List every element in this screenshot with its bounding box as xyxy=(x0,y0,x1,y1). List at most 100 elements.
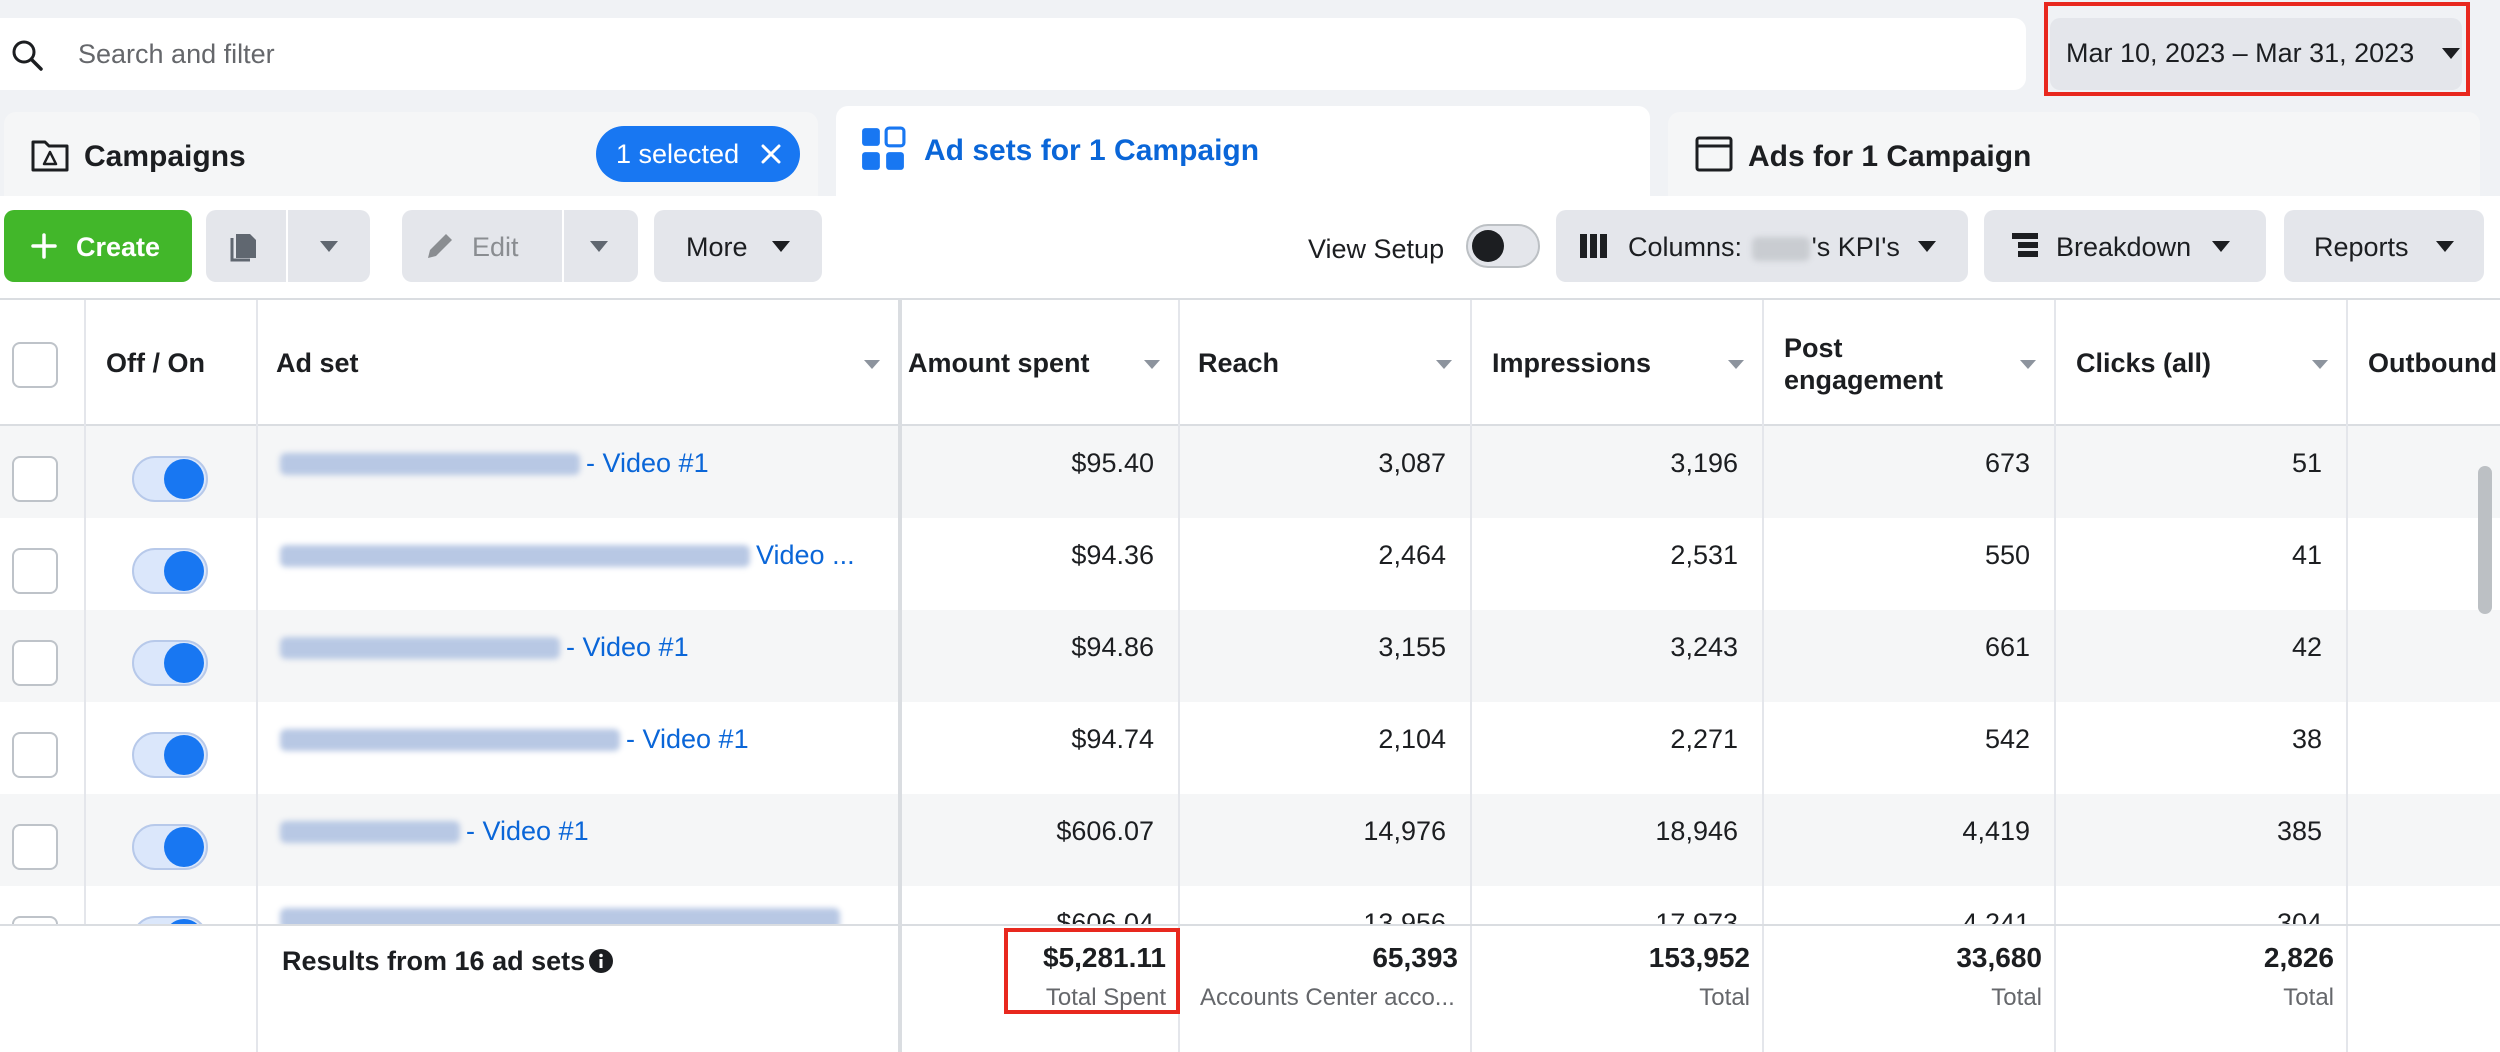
edit-button[interactable]: Edit xyxy=(402,210,638,282)
chevron-down-icon xyxy=(772,241,790,252)
post-engagement-value: 4,241 xyxy=(1962,908,2030,924)
row-impressions: 3,196 xyxy=(1472,426,1764,518)
table-row[interactable]: - Video #1 $95.40 3,087 3,196 673 51 xyxy=(0,426,2500,518)
row-clicks-all: 304 xyxy=(2056,886,2348,924)
header-amount-spent[interactable]: Amount spent xyxy=(902,300,1180,426)
tab-ad-sets-label: Ad sets for 1 Campaign xyxy=(924,134,1260,167)
ad-set-name-link[interactable]: - Video #1 xyxy=(280,448,709,479)
chevron-down-icon xyxy=(2212,241,2230,252)
button-divider xyxy=(286,210,288,282)
sort-icon[interactable] xyxy=(1144,360,1160,369)
ad-set-name-suffix: - Video #1 xyxy=(466,816,589,846)
ad-set-name-link[interactable]: - Video #1 xyxy=(280,816,589,847)
tab-campaigns[interactable]: Campaigns 1 selected xyxy=(4,112,818,202)
header-impressions[interactable]: Impressions xyxy=(1472,300,1764,426)
more-button[interactable]: More xyxy=(654,210,822,282)
header-ad-set[interactable]: Ad set xyxy=(258,300,902,426)
header-post-engagement[interactable]: Post engagement xyxy=(1764,300,2056,426)
chevron-down-icon[interactable] xyxy=(320,241,338,252)
reports-button-label: Reports xyxy=(2314,232,2409,262)
row-checkbox[interactable] xyxy=(12,456,58,502)
chevron-down-icon xyxy=(1918,241,1936,252)
post-engagement-value: 661 xyxy=(1984,632,2030,662)
create-button[interactable]: Create xyxy=(4,210,192,282)
reach-value: 3,155 xyxy=(1378,632,1446,662)
ad-set-on-off-toggle[interactable] xyxy=(132,456,208,502)
row-reach: 14,976 xyxy=(1180,794,1472,886)
window-icon xyxy=(1695,136,1733,172)
table-row[interactable]: $606.04 13,956 17,973 4,241 304 xyxy=(0,886,2500,924)
row-toggle-cell xyxy=(86,886,258,924)
row-post-engagement: 4,419 xyxy=(1764,794,2056,886)
toggle-knob xyxy=(164,551,204,591)
row-amount-spent: $94.86 xyxy=(902,610,1180,702)
sort-icon[interactable] xyxy=(1436,360,1452,369)
sort-icon[interactable] xyxy=(2020,360,2036,369)
breakdown-button[interactable]: Breakdown xyxy=(1984,210,2266,282)
clicks-all-value: 41 xyxy=(2291,540,2322,570)
row-select-cell xyxy=(0,426,86,518)
search-input[interactable] xyxy=(78,18,1978,90)
reach-value: 14,976 xyxy=(1363,816,1446,846)
row-checkbox[interactable] xyxy=(12,916,58,924)
select-all-checkbox[interactable] xyxy=(12,342,58,388)
row-checkbox[interactable] xyxy=(12,824,58,870)
ad-set-on-off-toggle[interactable] xyxy=(132,548,208,594)
row-checkbox[interactable] xyxy=(12,732,58,778)
edit-button-label: Edit xyxy=(472,232,519,262)
sort-icon[interactable] xyxy=(864,360,880,369)
columns-button[interactable]: Columns: 's KPI's xyxy=(1556,210,1968,282)
reports-button[interactable]: Reports xyxy=(2284,210,2484,282)
ad-set-on-off-toggle[interactable] xyxy=(132,916,208,924)
footer-amount-spent: $5,281.11 Total Spent xyxy=(902,926,1180,1052)
tab-ads[interactable]: Ads for 1 Campaign xyxy=(1668,112,2480,202)
row-reach: 2,104 xyxy=(1180,702,1472,794)
duplicate-button[interactable] xyxy=(206,210,370,282)
table-row[interactable]: - Video #1 $94.74 2,104 2,271 542 38 xyxy=(0,702,2500,794)
table-row[interactable]: - Video #1 $94.86 3,155 3,243 661 42 xyxy=(0,610,2500,702)
row-checkbox[interactable] xyxy=(12,640,58,686)
amount-spent-value: $94.86 xyxy=(1071,632,1154,662)
total-amount-spent-label: Total Spent xyxy=(1045,984,1166,1011)
header-clicks-all[interactable]: Clicks (all) xyxy=(2056,300,2348,426)
date-range-label: Mar 10, 2023 – Mar 31, 2023 xyxy=(2066,38,2415,68)
total-reach-label: Accounts Center acco... xyxy=(1200,984,1455,1011)
tab-ads-label: Ads for 1 Campaign xyxy=(1748,140,2032,173)
ad-set-name-suffix: - Video #1 xyxy=(586,448,709,478)
row-reach: 2,464 xyxy=(1180,518,1472,610)
row-amount-spent: $606.07 xyxy=(902,794,1180,886)
amount-spent-value: $606.07 xyxy=(1056,816,1154,846)
info-icon[interactable] xyxy=(588,948,614,974)
sort-icon[interactable] xyxy=(2312,360,2328,369)
redacted-name xyxy=(1751,236,1810,261)
header-reach[interactable]: Reach xyxy=(1180,300,1472,426)
row-checkbox[interactable] xyxy=(12,548,58,594)
ad-set-on-off-toggle[interactable] xyxy=(132,732,208,778)
header-reach-label: Reach xyxy=(1198,348,1280,378)
search-icon xyxy=(12,40,43,71)
button-divider xyxy=(562,210,564,282)
ad-set-name-link[interactable]: - Video #1 xyxy=(280,632,689,663)
redacted-name xyxy=(280,728,620,751)
ad-set-on-off-toggle[interactable] xyxy=(132,824,208,870)
view-setup-label: View Setup xyxy=(1308,234,1445,264)
row-clicks-all: 42 xyxy=(2056,610,2348,702)
ad-set-name-link[interactable]: Video ... xyxy=(280,540,855,571)
ad-set-name-link[interactable] xyxy=(280,908,846,924)
chevron-down-icon[interactable] xyxy=(590,241,608,252)
table-row[interactable]: Video ... $94.36 2,464 2,531 550 41 xyxy=(0,518,2500,610)
reach-value: 13,956 xyxy=(1363,908,1446,924)
date-range-button[interactable]: Mar 10, 2023 – Mar 31, 2023 xyxy=(2050,18,2462,90)
view-setup-toggle[interactable] xyxy=(1466,224,1540,268)
tab-ad-sets[interactable]: Ad sets for 1 Campaign xyxy=(836,106,1650,202)
sort-icon[interactable] xyxy=(1728,360,1744,369)
header-outbound[interactable]: Outbound c xyxy=(2348,300,2500,426)
table-row[interactable]: - Video #1 $606.07 14,976 18,946 4,419 385 xyxy=(0,794,2500,886)
ad-set-name-link[interactable]: - Video #1 xyxy=(280,724,749,755)
row-select-cell xyxy=(0,702,86,794)
close-icon[interactable] xyxy=(760,143,782,165)
row-ad-set-cell xyxy=(258,886,902,924)
selected-count-pill[interactable]: 1 selected xyxy=(596,126,800,182)
ad-set-on-off-toggle[interactable] xyxy=(132,640,208,686)
vertical-scrollbar[interactable] xyxy=(2478,466,2492,614)
